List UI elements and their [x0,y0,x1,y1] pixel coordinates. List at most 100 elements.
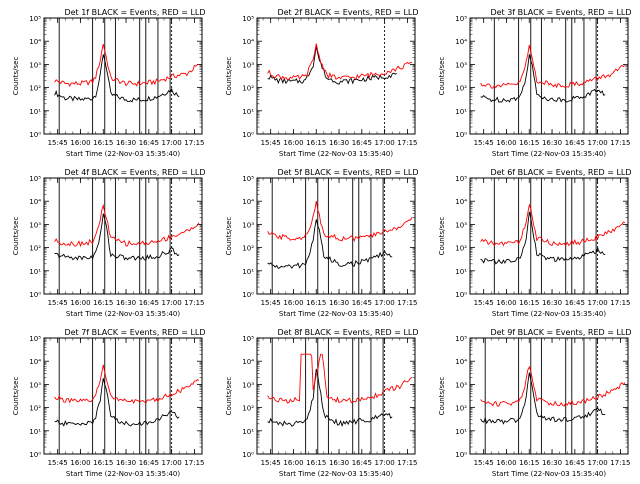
chart-panel-5: Det 5f BLACK = Events, RED = LLD Counts/s… [225,168,419,318]
chart-panel-9: Det 9f BLACK = Events, RED = LLD Counts/s… [438,328,632,478]
x-tick-label: 16:45 [139,299,159,307]
plot-frame [43,337,203,455]
y-tick-label: 10⁰ [242,291,254,299]
y-tick-label: 10³ [29,61,41,69]
x-tick-label: 16:15 [93,299,113,307]
y-tick-label: 10⁰ [242,131,254,139]
x-axis-label: Start Time (22-Nov-03 15:35:40) [66,310,180,318]
x-tick-label: 16:30 [542,139,562,147]
x-axis-label: Start Time (22-Nov-03 15:35:40) [492,310,606,318]
series-black-line [54,378,180,427]
chart-title: Det 7f BLACK = Events, RED = LLD [64,328,205,337]
y-tick-label: 10⁵ [455,175,467,183]
y-tick-label: 10⁴ [29,358,41,366]
x-tick-label: 16:45 [139,459,159,467]
y-tick-label: 10⁴ [29,198,41,206]
y-tick-label: 10¹ [29,268,41,276]
chart-title: Det 9f BLACK = Events, RED = LLD [490,328,631,337]
y-tick-label: 10⁴ [242,198,254,206]
x-tick-label: 16:15 [519,139,539,147]
y-tick-label: 10¹ [242,268,254,276]
y-tick-label: 10¹ [29,108,41,116]
x-tick-label: 16:30 [116,299,136,307]
plot-frame [256,177,416,295]
y-tick-label: 10¹ [455,428,467,436]
x-tick-label: 16:15 [93,459,113,467]
y-tick-label: 10¹ [242,428,254,436]
x-tick-label: 15:45 [261,299,281,307]
x-tick-label: 17:15 [397,459,417,467]
series-red-line [54,203,200,248]
y-tick-label: 10² [29,405,41,413]
y-tick-label: 10⁵ [29,335,41,343]
y-tick-label: 10⁰ [242,451,254,459]
x-tick-label: 17:00 [588,299,608,307]
y-tick-label: 10² [29,245,41,253]
y-tick-label: 10⁴ [242,38,254,46]
plot-frame [469,177,629,295]
y-tick-label: 10³ [242,381,254,389]
y-axis-label: Counts/sec [438,217,446,256]
x-tick-label: 16:30 [542,299,562,307]
x-tick-label: 17:15 [184,139,204,147]
x-tick-label: 16:15 [519,299,539,307]
chart-title: Det 2f BLACK = Events, RED = LLD [277,8,418,17]
x-tick-label: 16:15 [519,459,539,467]
x-axis-label: Start Time (22-Nov-03 15:35:40) [279,150,393,158]
chart-panel-1: Det 1f BLACK = Events, RED = LLD Counts/s… [12,8,206,158]
x-tick-label: 15:45 [261,459,281,467]
x-tick-label: 16:00 [283,299,303,307]
x-tick-label: 17:15 [397,139,417,147]
y-tick-label: 10² [242,405,254,413]
y-tick-label: 10² [455,245,467,253]
y-tick-label: 10⁵ [242,175,254,183]
chart-panel-8: Det 8f BLACK = Events, RED = LLD Counts/s… [225,328,419,478]
x-tick-label: 15:45 [48,299,68,307]
y-tick-label: 10⁵ [455,335,467,343]
x-tick-label: 17:15 [610,299,630,307]
x-tick-label: 16:45 [565,139,585,147]
chart-title: Det 5f BLACK = Events, RED = LLD [277,168,418,177]
x-tick-label: 15:45 [261,139,281,147]
plot-frame [256,337,416,455]
y-tick-label: 10³ [29,221,41,229]
x-tick-label: 17:00 [375,139,395,147]
series-red-line [267,353,413,404]
y-tick-label: 10¹ [242,108,254,116]
series-black-line [480,211,606,265]
y-tick-label: 10⁵ [455,15,467,23]
x-axis-label: Start Time (22-Nov-03 15:35:40) [66,150,180,158]
x-tick-label: 16:45 [565,299,585,307]
x-tick-label: 17:15 [184,299,204,307]
y-tick-label: 10² [242,85,254,93]
y-axis-label: Counts/sec [12,217,20,256]
y-tick-label: 10² [242,245,254,253]
x-tick-label: 17:00 [588,459,608,467]
chart-title: Det 4f BLACK = Events, RED = LLD [64,168,205,177]
y-tick-label: 10⁴ [455,38,467,46]
x-tick-label: 16:00 [283,139,303,147]
x-tick-label: 16:45 [139,139,159,147]
x-tick-label: 16:30 [542,459,562,467]
x-tick-label: 16:00 [70,139,90,147]
x-axis-label: Start Time (22-Nov-03 15:35:40) [492,150,606,158]
x-tick-label: 17:15 [184,459,204,467]
x-axis-label: Start Time (22-Nov-03 15:35:40) [279,310,393,318]
chart-panel-4: Det 4f BLACK = Events, RED = LLD Counts/s… [12,168,206,318]
x-tick-label: 16:00 [496,299,516,307]
y-tick-label: 10³ [455,381,467,389]
x-tick-label: 17:00 [162,139,182,147]
plot-frame [256,17,416,135]
y-tick-label: 10⁴ [455,198,467,206]
series-red-line [480,44,626,89]
x-tick-label: 15:45 [48,139,68,147]
x-tick-label: 16:15 [93,139,113,147]
y-tick-label: 10¹ [455,108,467,116]
y-tick-label: 10⁵ [29,175,41,183]
y-axis-label: Counts/sec [225,57,233,96]
x-tick-label: 17:15 [397,299,417,307]
x-tick-label: 17:00 [588,139,608,147]
x-tick-label: 16:30 [116,139,136,147]
